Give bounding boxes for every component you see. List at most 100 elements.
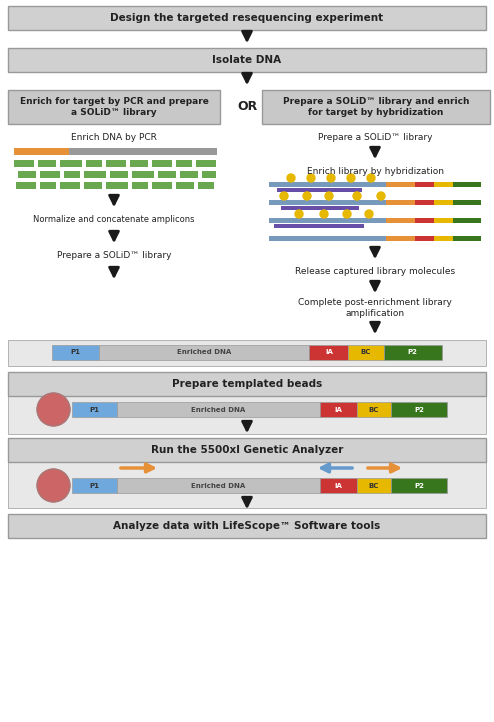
Bar	[8, 48, 486, 72]
Bar	[8, 340, 486, 366]
Bar	[14, 148, 69, 155]
Bar	[434, 200, 453, 205]
Bar	[110, 171, 128, 178]
Text: Isolate DNA: Isolate DNA	[212, 55, 282, 65]
Bar	[320, 402, 357, 417]
Bar	[386, 236, 415, 241]
Bar	[391, 478, 447, 493]
Bar	[38, 160, 56, 167]
Bar	[8, 6, 486, 30]
Text: BC: BC	[369, 482, 379, 489]
Bar	[72, 402, 117, 417]
Bar	[309, 345, 348, 360]
Circle shape	[287, 174, 295, 182]
Bar	[8, 514, 486, 538]
Bar	[415, 182, 434, 187]
Text: P1: P1	[71, 349, 81, 355]
Bar	[434, 218, 453, 223]
Text: Release captured library molecules: Release captured library molecules	[295, 267, 455, 277]
Bar	[386, 200, 415, 205]
Bar	[18, 171, 36, 178]
Bar	[152, 160, 172, 167]
Bar	[99, 345, 309, 360]
Circle shape	[365, 210, 373, 218]
Text: P2: P2	[408, 349, 418, 355]
Text: Enriched DNA: Enriched DNA	[191, 406, 246, 412]
Bar	[176, 182, 194, 189]
Bar	[453, 182, 481, 187]
Text: IA: IA	[325, 349, 333, 355]
Bar	[357, 478, 391, 493]
Bar	[269, 236, 386, 241]
Bar	[415, 200, 434, 205]
Circle shape	[37, 469, 70, 502]
Bar	[84, 182, 102, 189]
Text: Prepare a SOLiD™ library: Prepare a SOLiD™ library	[57, 251, 171, 261]
Bar	[281, 206, 359, 210]
Bar	[117, 478, 320, 493]
Bar	[40, 182, 56, 189]
Bar	[117, 402, 320, 417]
Bar	[269, 200, 386, 205]
Bar	[64, 171, 80, 178]
Bar	[8, 372, 486, 396]
Circle shape	[307, 174, 315, 182]
Circle shape	[347, 174, 355, 182]
Text: Enrich library by hybridization: Enrich library by hybridization	[306, 168, 444, 176]
Text: Run the 5500xl Genetic Analyzer: Run the 5500xl Genetic Analyzer	[151, 445, 343, 455]
Bar	[198, 182, 214, 189]
Bar	[269, 218, 386, 223]
Text: Enriched DNA: Enriched DNA	[191, 482, 246, 489]
Text: Enrich for target by PCR and prepare
a SOLiD™ library: Enrich for target by PCR and prepare a S…	[20, 97, 208, 117]
Circle shape	[367, 174, 375, 182]
Text: IA: IA	[334, 406, 342, 412]
Bar	[152, 182, 172, 189]
Circle shape	[325, 192, 333, 200]
Bar	[60, 160, 82, 167]
Bar	[8, 396, 486, 434]
Text: OR: OR	[237, 100, 257, 113]
Text: Prepare a SOLiD™ library: Prepare a SOLiD™ library	[318, 134, 432, 142]
Circle shape	[320, 210, 328, 218]
Bar	[274, 224, 364, 228]
Bar	[383, 345, 442, 360]
Text: P2: P2	[414, 406, 424, 412]
Bar	[106, 182, 128, 189]
Text: Enriched DNA: Enriched DNA	[177, 349, 231, 355]
Bar	[176, 160, 192, 167]
Bar	[453, 200, 481, 205]
Bar	[8, 462, 486, 508]
Bar	[391, 402, 447, 417]
Bar	[52, 345, 99, 360]
Circle shape	[377, 192, 385, 200]
Bar	[415, 236, 434, 241]
Text: Analyze data with LifeScope™ Software tools: Analyze data with LifeScope™ Software to…	[114, 521, 380, 531]
Circle shape	[280, 192, 288, 200]
Circle shape	[37, 393, 70, 426]
Bar	[434, 236, 453, 241]
Circle shape	[327, 174, 335, 182]
Text: Enrich DNA by PCR: Enrich DNA by PCR	[71, 134, 157, 142]
Bar	[8, 438, 486, 462]
Circle shape	[343, 210, 351, 218]
Bar	[277, 188, 362, 192]
Bar	[40, 171, 60, 178]
Bar	[132, 171, 154, 178]
Bar	[14, 160, 34, 167]
Bar	[269, 182, 386, 187]
Text: Complete post-enrichment library
amplification: Complete post-enrichment library amplifi…	[298, 298, 452, 318]
Bar	[132, 182, 148, 189]
Text: IA: IA	[334, 482, 342, 489]
Bar	[386, 218, 415, 223]
Text: Prepare templated beads: Prepare templated beads	[172, 379, 322, 389]
Text: BC: BC	[361, 349, 371, 355]
Bar	[16, 182, 36, 189]
Bar	[196, 160, 216, 167]
Bar	[72, 478, 117, 493]
Bar	[262, 90, 490, 124]
Bar	[434, 182, 453, 187]
Bar	[453, 218, 481, 223]
Circle shape	[295, 210, 303, 218]
Bar	[202, 171, 216, 178]
Bar	[357, 402, 391, 417]
